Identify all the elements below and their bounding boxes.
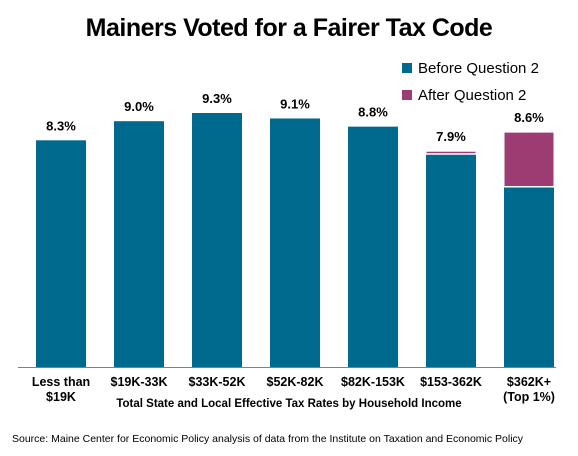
data-label-1: 9.0% — [124, 99, 154, 114]
bar-before-3 — [270, 118, 320, 367]
data-label-5: 7.9% — [436, 129, 466, 144]
data-label-6: 8.6% — [514, 110, 544, 125]
category-label-3: $52K-82K — [267, 375, 324, 389]
x-axis-label: Total State and Local Effective Tax Rate… — [116, 398, 462, 410]
bar-before-6 — [504, 186, 554, 367]
bar-before-1 — [114, 121, 164, 368]
category-label-5: $153-362K — [420, 375, 482, 389]
legend-swatch-1 — [402, 90, 412, 100]
legend-label-0: Before Question 2 — [418, 60, 539, 77]
legend-swatch-0 — [402, 63, 412, 73]
chart-title: Mainers Voted for a Fairer Tax Code — [85, 14, 493, 42]
bar-before-4 — [348, 126, 398, 367]
data-label-2: 9.3% — [202, 91, 232, 106]
category-label-2: $33K-52K — [189, 375, 246, 389]
category-label-1: $19K-33K — [111, 375, 168, 389]
legend-label-1: After Question 2 — [418, 87, 526, 104]
data-label-0: 8.3% — [46, 118, 76, 133]
bar-before-0 — [36, 140, 86, 367]
bar-before-2 — [192, 113, 242, 367]
category-label-0: Less than $19K — [32, 375, 90, 404]
data-label-4: 8.8% — [358, 105, 388, 120]
category-label-6: $362K+ (Top 1%) — [503, 375, 555, 404]
category-label-4: $82K-153K — [341, 375, 405, 389]
bar-before-5 — [426, 153, 476, 367]
data-label-3: 9.1% — [280, 96, 310, 111]
bar-after-6 — [503, 131, 555, 188]
source-note: Source: Maine Center for Economic Policy… — [12, 433, 524, 445]
